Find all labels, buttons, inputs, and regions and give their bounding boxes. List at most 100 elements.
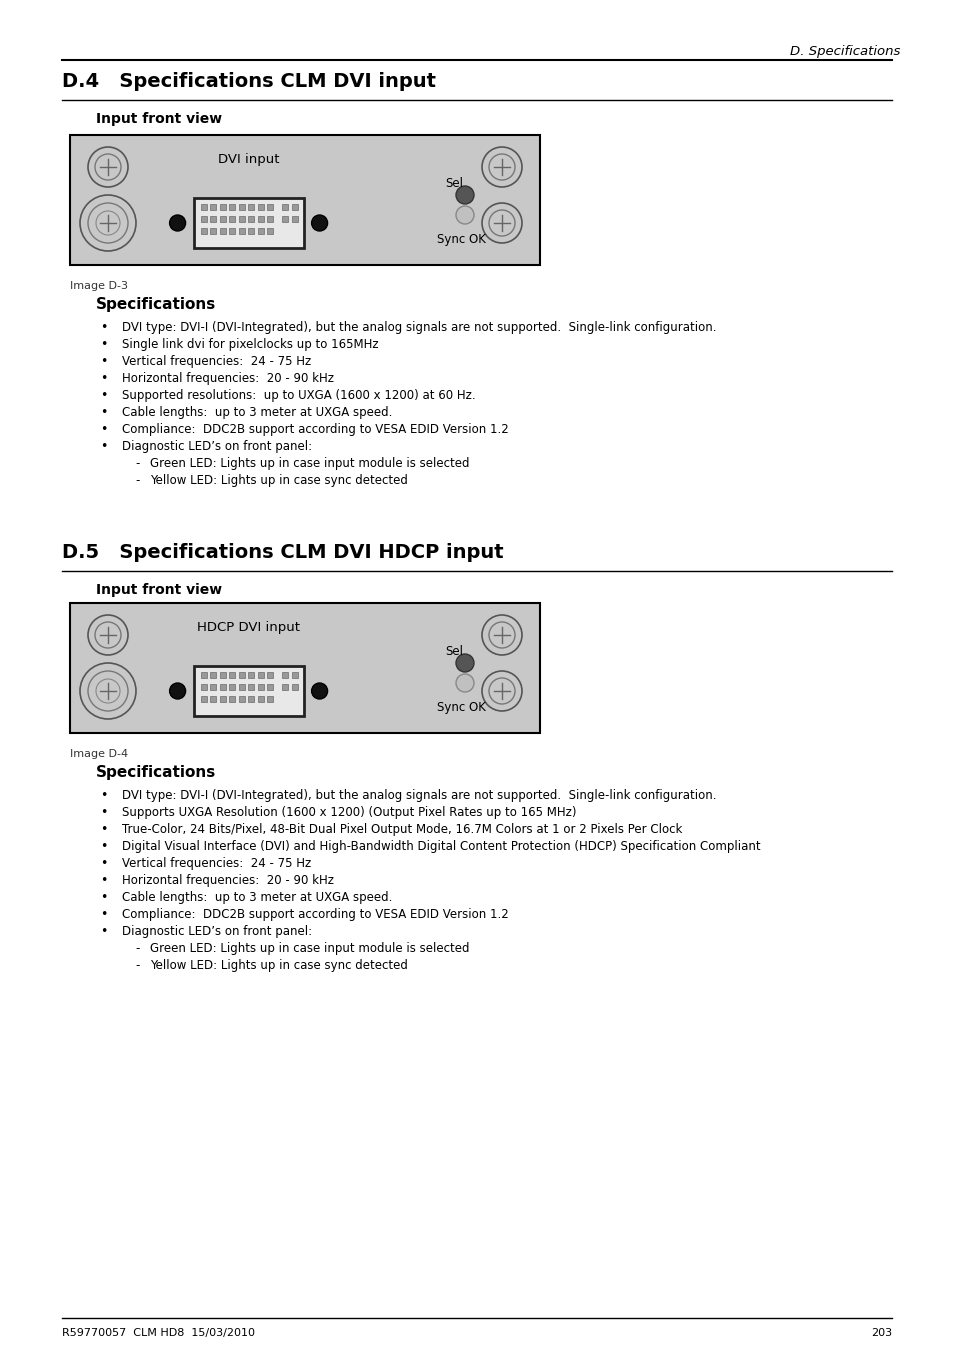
Text: DVI type: DVI-I (DVI-Integrated), but the analog signals are not supported.  Sin: DVI type: DVI-I (DVI-Integrated), but th…	[122, 788, 716, 802]
Text: -: -	[135, 958, 139, 972]
Text: Input front view: Input front view	[96, 583, 222, 597]
Text: •: •	[100, 925, 108, 938]
Bar	[248, 228, 253, 234]
Text: •: •	[100, 373, 108, 385]
Text: D.4   Specifications CLM DVI input: D.4 Specifications CLM DVI input	[62, 72, 436, 90]
Bar	[267, 672, 273, 678]
Text: •: •	[100, 321, 108, 333]
Text: True-Color, 24 Bits/Pixel, 48-Bit Dual Pixel Output Mode, 16.7M Colors at 1 or 2: True-Color, 24 Bits/Pixel, 48-Bit Dual P…	[122, 824, 681, 836]
Bar	[248, 697, 253, 702]
Circle shape	[170, 683, 186, 699]
Text: Specifications: Specifications	[96, 297, 216, 312]
Text: Cable lengths:  up to 3 meter at UXGA speed.: Cable lengths: up to 3 meter at UXGA spe…	[122, 406, 392, 418]
Bar	[200, 697, 207, 702]
Bar	[292, 672, 297, 678]
Bar	[257, 228, 263, 234]
FancyBboxPatch shape	[70, 135, 539, 265]
Bar	[281, 684, 287, 690]
Circle shape	[88, 671, 128, 711]
Text: •: •	[100, 423, 108, 436]
Bar	[219, 672, 225, 678]
Text: Sel: Sel	[444, 645, 462, 657]
Text: •: •	[100, 355, 108, 369]
Bar	[257, 204, 263, 211]
Text: Vertical frequencies:  24 - 75 Hz: Vertical frequencies: 24 - 75 Hz	[122, 355, 311, 369]
Bar	[257, 684, 263, 690]
Text: Specifications: Specifications	[96, 765, 216, 780]
Circle shape	[95, 622, 121, 648]
Text: Vertical frequencies:  24 - 75 Hz: Vertical frequencies: 24 - 75 Hz	[122, 857, 311, 869]
Bar	[238, 672, 244, 678]
Text: -: -	[135, 474, 139, 487]
Circle shape	[489, 622, 515, 648]
Circle shape	[312, 215, 327, 231]
Text: Digital Visual Interface (DVI) and High-Bandwidth Digital Content Protection (HD: Digital Visual Interface (DVI) and High-…	[122, 840, 760, 853]
Bar	[267, 216, 273, 221]
Bar	[219, 216, 225, 221]
Bar	[281, 216, 287, 221]
Circle shape	[481, 671, 521, 711]
Circle shape	[481, 147, 521, 188]
Bar	[292, 216, 297, 221]
Bar	[229, 204, 234, 211]
Bar	[238, 697, 244, 702]
Circle shape	[489, 154, 515, 180]
Bar	[200, 228, 207, 234]
Bar	[267, 204, 273, 211]
Bar	[248, 204, 253, 211]
Text: •: •	[100, 406, 108, 418]
Text: Diagnostic LED’s on front panel:: Diagnostic LED’s on front panel:	[122, 925, 312, 938]
Text: Sync OK: Sync OK	[436, 701, 485, 714]
Bar	[281, 204, 287, 211]
Text: •: •	[100, 873, 108, 887]
Bar	[200, 672, 207, 678]
Text: Compliance:  DDC2B support according to VESA EDID Version 1.2: Compliance: DDC2B support according to V…	[122, 423, 508, 436]
Text: •: •	[100, 806, 108, 819]
Bar	[238, 228, 244, 234]
Circle shape	[88, 147, 128, 188]
Text: Sync OK: Sync OK	[436, 234, 485, 246]
Text: •: •	[100, 440, 108, 454]
Bar	[210, 684, 216, 690]
Bar	[219, 697, 225, 702]
Bar	[248, 672, 253, 678]
Bar	[281, 672, 287, 678]
Circle shape	[96, 211, 120, 235]
Text: Horizontal frequencies:  20 - 90 kHz: Horizontal frequencies: 20 - 90 kHz	[122, 873, 334, 887]
Bar	[267, 228, 273, 234]
Bar	[238, 684, 244, 690]
Text: •: •	[100, 840, 108, 853]
Text: R59770057  CLM HD8  15/03/2010: R59770057 CLM HD8 15/03/2010	[62, 1328, 254, 1338]
Text: Image D-4: Image D-4	[70, 749, 128, 759]
Bar	[238, 216, 244, 221]
Text: Yellow LED: Lights up in case sync detected: Yellow LED: Lights up in case sync detec…	[150, 958, 408, 972]
Circle shape	[88, 202, 128, 243]
Circle shape	[88, 616, 128, 655]
Circle shape	[456, 207, 474, 224]
Text: Sel: Sel	[444, 177, 462, 190]
Bar	[229, 228, 234, 234]
Text: •: •	[100, 338, 108, 351]
Bar	[248, 216, 253, 221]
Text: Supported resolutions:  up to UXGA (1600 x 1200) at 60 Hz.: Supported resolutions: up to UXGA (1600 …	[122, 389, 476, 402]
Circle shape	[489, 678, 515, 703]
Text: HDCP DVI input: HDCP DVI input	[197, 621, 300, 634]
Text: Compliance:  DDC2B support according to VESA EDID Version 1.2: Compliance: DDC2B support according to V…	[122, 909, 508, 921]
Text: Supports UXGA Resolution (1600 x 1200) (Output Pixel Rates up to 165 MHz): Supports UXGA Resolution (1600 x 1200) (…	[122, 806, 576, 819]
Circle shape	[96, 679, 120, 703]
Bar	[219, 204, 225, 211]
Bar	[292, 204, 297, 211]
FancyBboxPatch shape	[193, 198, 303, 248]
Text: Green LED: Lights up in case input module is selected: Green LED: Lights up in case input modul…	[150, 458, 469, 470]
Bar	[210, 697, 216, 702]
Text: D. Specifications: D. Specifications	[789, 45, 899, 58]
Bar	[219, 684, 225, 690]
Text: Image D-3: Image D-3	[70, 281, 128, 292]
Circle shape	[80, 194, 136, 251]
Text: DVI input: DVI input	[217, 153, 279, 166]
Text: Horizontal frequencies:  20 - 90 kHz: Horizontal frequencies: 20 - 90 kHz	[122, 373, 334, 385]
Text: DVI type: DVI-I (DVI-Integrated), but the analog signals are not supported.  Sin: DVI type: DVI-I (DVI-Integrated), but th…	[122, 321, 716, 333]
Circle shape	[481, 202, 521, 243]
Text: 203: 203	[870, 1328, 891, 1338]
Text: -: -	[135, 942, 139, 954]
